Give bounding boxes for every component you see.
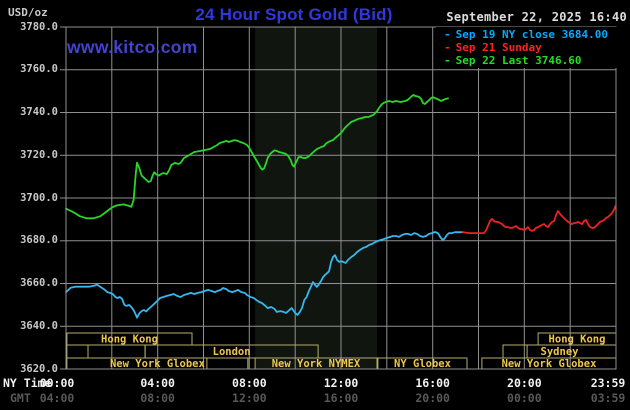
x-tick-gmt: 00:00 [507, 390, 542, 405]
legend-item: - Sep 22 Last 3746.60 [436, 54, 630, 67]
x-tick-gmt: 04:00 [39, 390, 75, 405]
x-tick-ny-time: 16:00 [415, 376, 450, 390]
legend-item: - Sep 21 Sunday [436, 41, 630, 54]
legend-dash-icon: - [444, 41, 451, 54]
y-tick-label: 3640.0 [20, 319, 58, 332]
datetime-label: September 22, 2025 16:40 [446, 10, 627, 24]
session-label: Hong Kong [101, 334, 158, 346]
x-tick-gmt: 12:00 [232, 390, 267, 405]
y-tick-label: 3740.0 [20, 106, 58, 118]
x-tick-gmt: 03:59 [590, 390, 626, 405]
y-tick-label: 3660.0 [20, 277, 58, 289]
legend-item: - Sep 19 NY close 3684.00 [436, 28, 630, 41]
y-tick-label: 3720.0 [20, 148, 58, 161]
session-label: NY Globex [394, 358, 452, 370]
x-tick-gmt: 20:00 [415, 390, 450, 405]
x-tick-ny-time: 08:00 [232, 376, 267, 390]
session-label: New York Globex [110, 358, 206, 370]
session-label: Sydney [541, 346, 580, 358]
session-box [206, 357, 249, 370]
price-curve-sep-21-sunday [461, 205, 617, 235]
plot-border [65, 26, 617, 370]
x-tick-ny-time: 12:00 [323, 376, 359, 390]
unit-label: USD/oz [8, 6, 48, 19]
session-label: London [213, 346, 251, 358]
price-curve-sep-22-last [65, 94, 449, 220]
session-box [87, 344, 146, 359]
ny-time-caption: NY Time [3, 376, 52, 390]
x-tick-ny-time: 20:00 [507, 376, 542, 390]
legend-dash-icon: - [444, 28, 451, 41]
chart-legend: - Sep 19 NY close 3684.00- Sep 21 Sunday - S… [436, 27, 630, 68]
session-label: Hong Kong [549, 334, 606, 346]
y-tick-label: 3760.0 [20, 63, 58, 76]
session-label: New York Globex [502, 358, 598, 370]
kitco-watermark: www.kitco.com [67, 37, 198, 57]
session-box [502, 344, 528, 359]
legend-label: Sep 19 NY close 3684.00 [455, 28, 608, 41]
legend-label: Sep 22 Last 3746.60 [455, 54, 582, 67]
session-label: New York NYMEX [272, 358, 361, 370]
price-curve-sep-19-ny-close [65, 231, 464, 319]
y-tick-label: 3680.0 [20, 234, 58, 247]
y-tick-label: 3700.0 [20, 191, 58, 204]
session-box [66, 344, 89, 359]
page-title: 24 Hour Spot Gold (Bid) [195, 5, 393, 24]
x-tick-ny-time: 00:00 [39, 376, 75, 390]
x-tick-gmt: 08:00 [140, 390, 175, 405]
x-tick-ny-time: 04:00 [140, 376, 175, 390]
y-tick-label: 3780.0 [20, 20, 58, 33]
y-tick-label: 3620.0 [20, 362, 58, 375]
legend-dash-icon: - [444, 54, 451, 67]
x-tick-gmt: 16:00 [323, 390, 359, 405]
legend-label: Sep 21 Sunday [455, 41, 542, 54]
gmt-caption: GMT [10, 390, 31, 405]
x-tick-ny-time: 23:59 [590, 376, 626, 390]
